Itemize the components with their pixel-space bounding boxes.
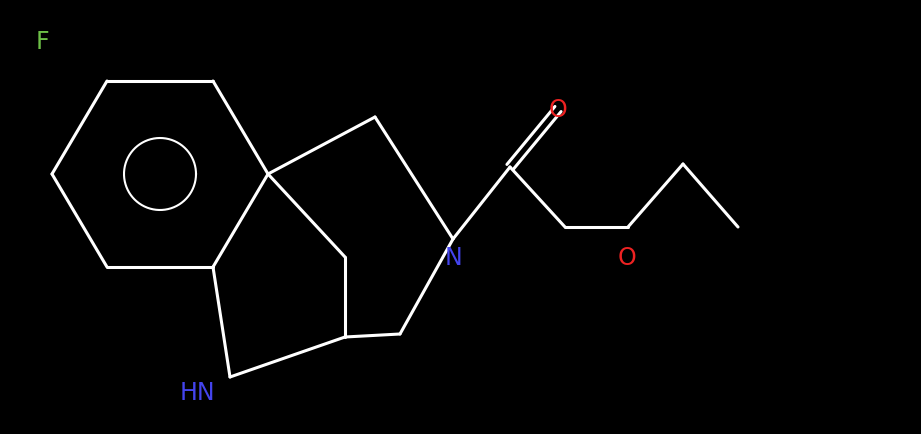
Text: F: F [35,30,49,54]
Text: O: O [618,246,636,270]
Text: O: O [549,98,567,122]
Text: N: N [444,246,461,270]
Text: HN: HN [180,380,215,404]
